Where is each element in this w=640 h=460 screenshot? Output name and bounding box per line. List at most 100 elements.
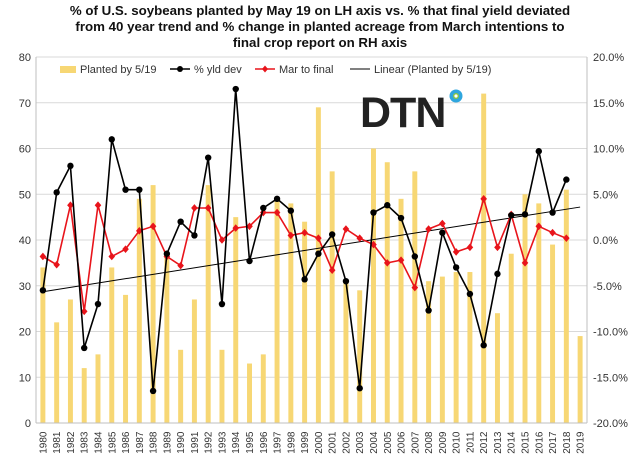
x-tick-label: 1993	[217, 431, 228, 454]
x-tick-label: 2015	[521, 431, 532, 454]
x-tick-label: 1994	[231, 431, 242, 454]
mar-to-final-point	[356, 234, 364, 242]
x-tick-label: 2019	[576, 431, 587, 454]
right-tick-label: 0.0%	[593, 235, 618, 247]
bar-planted	[343, 281, 349, 423]
legend-label-planted: Planted by 5/19	[80, 64, 156, 76]
mar-to-final-point	[53, 260, 60, 269]
mar-to-final-point	[439, 219, 446, 228]
x-tick-label: 2012	[479, 431, 490, 454]
x-tick-label: 1985	[107, 431, 118, 454]
bar-planted	[123, 294, 129, 423]
yld-dev-point	[356, 385, 363, 392]
left-tick-label: 80	[19, 52, 31, 64]
yld-dev-point	[287, 207, 295, 214]
yld-dev-point	[94, 300, 102, 308]
yld-dev-point	[260, 204, 267, 212]
yld-dev-point	[39, 287, 47, 294]
bar-planted	[412, 171, 418, 423]
bar-planted	[494, 313, 500, 423]
mar-to-final-point	[494, 243, 501, 252]
planted-bars	[40, 93, 583, 423]
yld-dev-point	[411, 253, 419, 260]
bar-planted	[233, 217, 239, 423]
x-tick-label: 2013	[493, 431, 504, 454]
mar-to-final-point	[80, 307, 88, 316]
mar-to-final-point	[122, 245, 129, 253]
mar-to-final-point	[246, 222, 253, 231]
x-tick-label: 1995	[245, 431, 256, 454]
legend-label-mar: Mar to final	[279, 64, 333, 76]
title-line-2: from 40 year trend and % change in plant…	[75, 19, 565, 34]
bar-planted	[288, 203, 294, 423]
x-tick-label: 1989	[162, 431, 173, 454]
right-tick-label: -5.0%	[593, 281, 622, 293]
bar-planted	[467, 272, 473, 423]
x-tick-label: 2002	[341, 431, 352, 454]
bar-planted	[439, 276, 445, 423]
bar-planted	[219, 349, 225, 423]
mar-to-final-point	[67, 201, 74, 210]
x-tick-label: 2001	[328, 431, 339, 454]
legend-label-linear: Linear (Planted by 5/19)	[374, 64, 491, 76]
tick-labels: 0 10 20 30 40 50 60 70 80 -20.0% -15.0% -10.0% -5.0%…	[19, 52, 628, 454]
mar-to-final-point	[273, 208, 281, 217]
x-tick-label: 1992	[204, 431, 215, 454]
yld-dev-point	[480, 342, 487, 349]
x-tick-label: 2008	[424, 431, 435, 454]
mar-to-final-point	[549, 228, 556, 237]
yld-dev-point	[149, 387, 157, 395]
mar-to-final-point	[563, 234, 570, 242]
mar-to-final-point	[480, 195, 487, 203]
left-tick-label: 60	[19, 144, 31, 156]
x-tick-label: 2009	[438, 431, 449, 454]
right-tick-label: 10.0%	[593, 144, 624, 156]
series-lines	[39, 85, 570, 395]
mar-to-final-point	[177, 261, 184, 270]
right-tick-label: -20.0%	[593, 418, 628, 430]
bar-planted	[67, 299, 73, 423]
mar-to-final-point	[39, 252, 47, 261]
mar-to-final-point	[191, 204, 198, 212]
x-tick-label: 1996	[259, 431, 270, 454]
chart-title: % of U.S. soybeans planted by May 19 on …	[0, 3, 640, 51]
x-tick-label: 1999	[300, 431, 311, 454]
yld-dev-point	[301, 276, 308, 283]
x-tick-label: 2017	[548, 431, 559, 454]
mar-to-final-point	[218, 236, 226, 244]
left-tick-label: 30	[19, 281, 31, 293]
x-tick-label: 1990	[176, 431, 187, 454]
x-tick-label: 1997	[273, 431, 284, 454]
bar-planted	[398, 198, 404, 423]
axes	[35, 57, 588, 424]
mar-to-final-point	[411, 283, 419, 292]
mar-to-final-point	[136, 227, 143, 235]
right-tick-label: 20.0%	[593, 52, 624, 64]
bar-planted	[164, 253, 170, 423]
x-tick-label: 1984	[93, 431, 104, 454]
dtn-logo-mark: DTN	[360, 89, 463, 137]
bar-planted	[81, 368, 87, 423]
x-tick-label: 2000	[314, 431, 325, 454]
yld-dev-point	[53, 189, 60, 196]
bar-planted	[481, 93, 487, 423]
yld-dev-point	[535, 148, 542, 155]
bar-planted	[95, 354, 101, 423]
yld-dev-point	[439, 229, 446, 236]
legend-label-yld: % yld dev	[194, 64, 242, 76]
mar-to-final-point	[287, 231, 295, 240]
bar-planted	[508, 253, 514, 423]
x-tick-label: 2014	[507, 431, 518, 454]
bar-planted	[302, 221, 308, 423]
bar-planted	[371, 148, 376, 423]
yld-dev-point	[549, 209, 556, 216]
x-tick-label: 1980	[38, 431, 49, 454]
yld-dev-point	[342, 277, 350, 285]
left-tick-label: 40	[19, 235, 31, 247]
bar-planted	[453, 272, 459, 423]
x-tick-label: 2011	[465, 431, 476, 453]
yld-dev-point	[191, 232, 198, 239]
left-tick-label: 10	[19, 372, 31, 384]
yld-dev-point	[163, 250, 171, 257]
